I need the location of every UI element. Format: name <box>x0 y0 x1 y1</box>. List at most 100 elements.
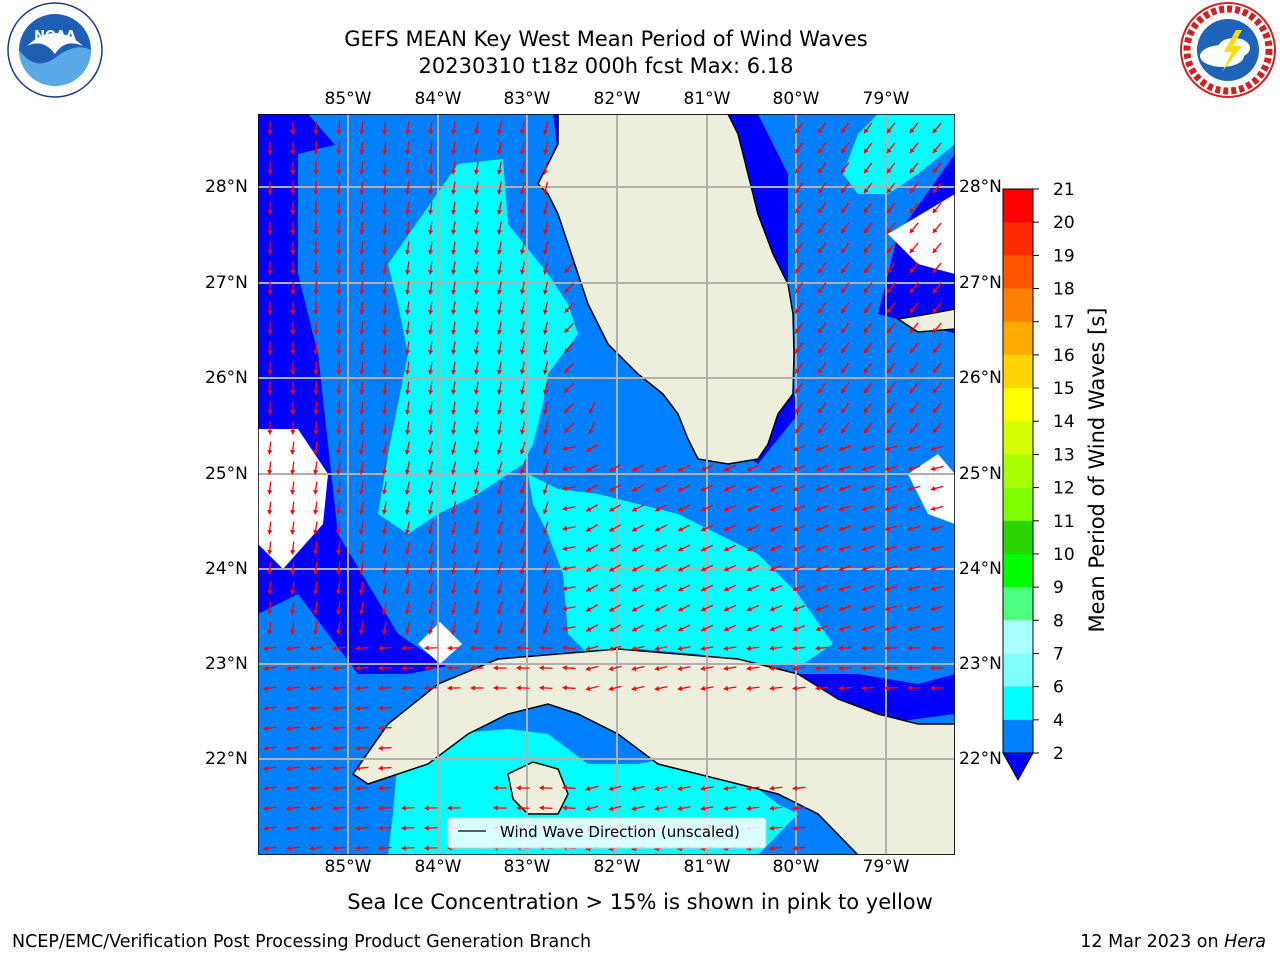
map-panel: Wind Wave Direction (unscaled) <box>258 114 955 855</box>
wave-arrow-head-35 <box>841 148 846 154</box>
lat-label-right-26n: 26°N <box>959 368 1002 388</box>
wave-arrow-head-306 <box>886 408 892 414</box>
wave-arrow-head-368 <box>609 466 615 472</box>
wave-arrow-head-545 <box>542 589 548 595</box>
wave-arrow-head-328 <box>886 428 892 434</box>
wave-arrow-head-482 <box>473 549 479 555</box>
wave-arrow-head-425 <box>542 509 548 515</box>
wave-arrow-head-757 <box>263 805 269 812</box>
wave-arrow-head-390 <box>427 489 434 495</box>
wave-arrow-head-418 <box>381 509 388 515</box>
wave-period-4-6-se <box>798 444 955 674</box>
colorbar-tick-label-15: 6 <box>1053 678 1064 698</box>
colorbar-tick-label-5: 16 <box>1053 346 1075 366</box>
wave-arrow-head-201 <box>909 308 915 314</box>
wave-arrow-head-477 <box>358 549 365 555</box>
wave-arrow-head-809 <box>401 845 406 851</box>
wave-arrow-head-660 <box>424 665 429 671</box>
wave-arrow-head-655 <box>309 665 315 671</box>
wave-arrow-head-582 <box>701 606 707 612</box>
wave-arrow-head-369 <box>632 466 638 472</box>
wave-arrow-head-516 <box>562 565 568 572</box>
wave-arrow-head-270 <box>359 390 365 395</box>
wave-arrow-head-591 <box>907 606 913 612</box>
wave-arrow-head-505 <box>313 569 319 575</box>
colorbar-tick-label-10: 11 <box>1053 512 1075 532</box>
wave-arrow-head-461 <box>678 526 684 532</box>
wave-arrow-head-5 <box>382 129 388 135</box>
wave-arrow-head-234 <box>496 349 503 355</box>
wave-arrow-head-562 <box>930 586 936 592</box>
wave-arrow-head-777 <box>746 805 752 811</box>
no-data-gap-west <box>258 429 328 569</box>
wave-arrow-head-679 <box>861 665 866 671</box>
wave-arrow-head-439 <box>861 506 867 512</box>
wave-arrow-head-50 <box>496 169 503 175</box>
wave-arrow-head-172 <box>519 289 526 295</box>
wave-arrow-head-454 <box>519 529 525 535</box>
wave-arrow-head-417 <box>358 509 365 515</box>
wave-arrow-head-324 <box>795 428 800 434</box>
wave-arrow-head-361 <box>450 469 457 475</box>
wave-arrow-head-804 <box>286 845 292 851</box>
wave-arrow-head-676 <box>792 665 798 671</box>
wave-arrow-head-366 <box>562 465 568 472</box>
wave-arrow-head-316 <box>428 429 434 435</box>
lat-label-right-25n: 25°N <box>959 464 1002 484</box>
wave-arrow-head-250 <box>382 369 388 375</box>
wave-arrow-head-475 <box>313 549 319 555</box>
lat-label-left-23n: 23°N <box>205 654 248 674</box>
wave-arrow-head-358 <box>381 469 388 475</box>
wave-arrow-head-710 <box>884 685 889 691</box>
wave-arrow-head-12 <box>542 129 549 135</box>
wave-arrow-head-503 <box>267 569 273 575</box>
wave-arrow-head-728 <box>332 745 338 751</box>
wave-arrow-head-588 <box>838 606 844 612</box>
lat-label-right-22n: 22°N <box>959 749 1002 769</box>
wave-arrow-head-409 <box>861 486 867 492</box>
colorbar-segment-7 <box>1003 421 1033 455</box>
wave-arrow-head-618 <box>838 626 844 632</box>
wave-arrow-head-599 <box>404 629 411 635</box>
map-legend: Wind Wave Direction (unscaled) <box>447 817 767 849</box>
wave-arrow-head-462 <box>701 526 707 532</box>
wave-arrow-head-734 <box>332 765 338 771</box>
wave-arrow-head-49 <box>473 169 480 175</box>
wave-arrow-head-479 <box>404 549 411 555</box>
wave-arrow-head-726 <box>286 745 292 751</box>
wave-arrow-head-187 <box>382 309 388 315</box>
wave-arrow-head-197 <box>818 308 823 314</box>
wave-arrow-head-297 <box>496 409 503 415</box>
wave-arrow-head-767 <box>516 805 521 811</box>
wave-arrow-head-182 <box>267 310 273 315</box>
wave-arrow-head-404 <box>747 486 752 492</box>
wave-arrow-head-686 <box>332 685 338 691</box>
wave-arrow-head-196 <box>795 308 800 314</box>
wave-arrow-head-785 <box>378 825 383 831</box>
lat-label-right-23n: 23°N <box>959 654 1002 674</box>
wave-arrow-head-268 <box>313 390 319 395</box>
wave-arrow-head-724 <box>378 725 383 731</box>
wave-arrow-head-129 <box>473 249 480 255</box>
colorbar-segment-13 <box>1003 620 1033 654</box>
wave-arrow-head-295 <box>450 409 457 415</box>
wave-arrow-head-600 <box>427 629 434 635</box>
wave-arrow-head-635 <box>539 645 544 651</box>
wave-arrow-head-705 <box>769 685 775 691</box>
wave-arrow-head-394 <box>519 489 525 495</box>
wave-arrow-head-685 <box>309 685 315 691</box>
wave-arrow-head-350 <box>884 446 890 452</box>
wave-arrow-head-51 <box>519 169 526 175</box>
wave-arrow-head-663 <box>493 665 498 671</box>
colorbar-segment-15 <box>1003 686 1033 721</box>
wave-arrow-head-529 <box>861 566 867 572</box>
wave-arrow-head-559 <box>861 586 867 592</box>
wave-arrow-head-732 <box>286 765 292 771</box>
wave-arrow-head-487 <box>586 546 592 552</box>
map-subtitle: 20230310 t18z 000h fcst Max: 6.18 <box>418 54 794 78</box>
wave-arrow-head-331 <box>267 449 273 455</box>
wave-arrow-head-43 <box>336 170 342 175</box>
wind-wave-arrows <box>263 121 944 852</box>
wave-period-6-8-ne <box>843 114 955 194</box>
wave-arrow-head-614 <box>747 626 752 632</box>
